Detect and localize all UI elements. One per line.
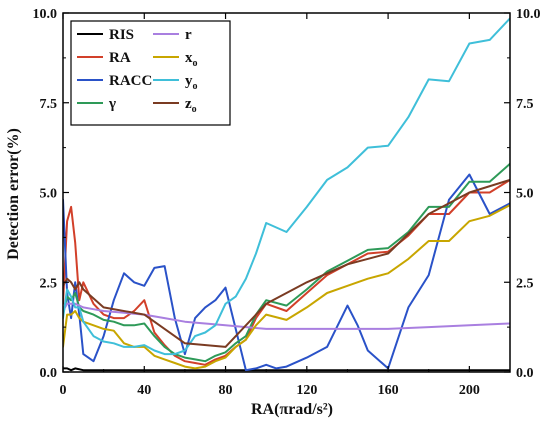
x-tick-label: 40	[137, 383, 151, 398]
y-axis-title: Detection error(%)	[5, 128, 22, 260]
series-line-racc	[63, 173, 510, 372]
legend-label: γ	[108, 96, 116, 112]
x-tick-label: 120	[296, 383, 317, 398]
x-tick-label: 200	[459, 383, 480, 398]
y-tick-label: 7.5	[40, 97, 58, 112]
y-tick-label: 0.0	[40, 366, 58, 381]
x-tick-label: 160	[378, 383, 399, 398]
y-tick-label: 2.5	[40, 276, 58, 291]
y-tick-label: 5.0	[40, 187, 58, 202]
series-line-gamma	[63, 162, 510, 363]
legend-label: zo	[185, 96, 197, 115]
right-y-tick-label: 2.5	[516, 276, 534, 291]
series-line-r	[63, 302, 510, 330]
series-line-zo	[63, 178, 510, 348]
legend-label: r	[185, 27, 192, 43]
series-layer	[63, 17, 510, 372]
series-group	[63, 17, 510, 372]
series-line-ris	[63, 367, 510, 372]
right-y-tick-label: 10.0	[516, 7, 541, 22]
legend-label: RA	[109, 50, 131, 66]
legend-label: RIS	[109, 27, 134, 43]
right-y-tick-label: 0.0	[516, 366, 534, 381]
right-y-tick-label: 7.5	[516, 97, 534, 112]
legend-label: RACC	[109, 73, 152, 89]
y-tick-label: 10.0	[33, 7, 58, 22]
right-y-tick-label: 5.0	[516, 187, 534, 202]
legend-label-subscript: o	[193, 58, 198, 69]
x-tick-label: 0	[60, 383, 67, 398]
x-axis-title: RA(πrad/s²)	[251, 401, 333, 418]
legend-label-subscript: o	[193, 81, 198, 92]
series-line-xo	[63, 204, 510, 370]
tick-layer: 0 40 80 120 160 200 0.0 2.5 5.0 7.5 10.0 0.0 2.5 5.0 7…	[33, 7, 541, 398]
legend-label-subscript: o	[192, 104, 197, 115]
legend-box	[70, 20, 231, 126]
x-tick-label: 80	[219, 383, 233, 398]
series-line-yo	[63, 17, 510, 356]
